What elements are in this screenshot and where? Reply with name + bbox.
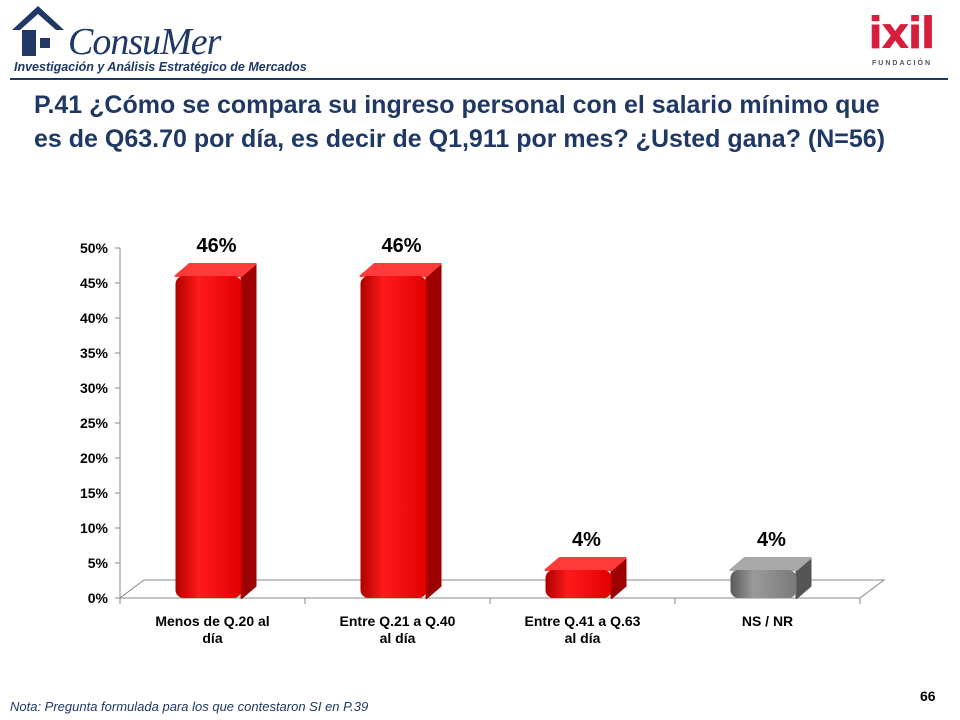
value-label: 4% [757,529,786,551]
consumer-logo: ConsuMer Investigación y Análisis Estrat… [8,2,307,80]
y-tick-label: 35% [80,345,109,361]
slide-title: P.41 ¿Cómo se compara su ingreso persona… [34,91,886,153]
ixil-logo: ixil FUNDACIÓN [858,8,938,72]
y-tick-label: 0% [88,590,109,606]
category-label: Menos de Q.20 al día [155,613,269,646]
y-tick-label: 30% [80,380,109,396]
footnote: Nota: Pregunta formulada para los que co… [10,699,369,714]
value-label: 4% [572,529,601,551]
category-label: Entre Q.41 a Q.63 al día [525,613,641,646]
y-tick-label: 50% [80,240,109,256]
partner-sub: FUNDACIÓN [872,60,932,67]
value-label: 46% [381,235,421,257]
house-logo-icon [12,6,64,56]
y-tick-label: 45% [80,275,109,291]
value-label: 46% [196,235,236,257]
brand-name: ConsuMer [68,21,221,63]
y-tick-label: 10% [80,520,109,536]
bar-3 [544,557,627,599]
y-tick-label: 20% [80,450,109,466]
category-label: NS / NR [742,613,793,629]
y-tick-label: 25% [80,415,109,431]
bar-4 [729,557,812,599]
chart-floor [118,579,886,599]
y-tick-label: 15% [80,485,109,501]
brand-tagline: Investigación y Análisis Estratégico de … [14,60,307,74]
y-tick-label: 40% [80,310,109,326]
bar-1 [174,263,257,599]
page-number: 66 [920,688,936,704]
bar-2 [359,263,442,599]
partner-name: ixil [868,8,936,59]
header-divider [10,78,948,80]
y-tick-label: 5% [88,555,109,571]
category-label: Entre Q.21 a Q.40 al día [340,613,456,646]
